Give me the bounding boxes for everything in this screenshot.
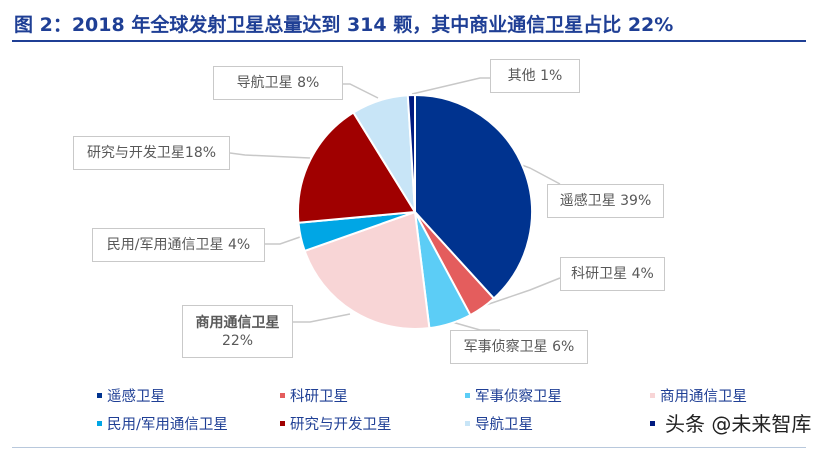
legend-item: 军事侦察卫星 <box>465 388 562 406</box>
pie-slice <box>303 211 431 330</box>
slice-label-text: 研究与开发卫星18% <box>86 145 217 161</box>
legend-label: 军事侦察卫星 <box>475 389 562 405</box>
legend-label: 科研卫星 <box>290 389 348 405</box>
slice-label-civil: 民用/军用通信卫星 4% <box>92 228 265 262</box>
slice-label-text: 其他 1% <box>507 68 563 84</box>
legend-item: 研究与开发卫星 <box>280 416 392 434</box>
leader-line <box>229 152 311 159</box>
legend-swatch-icon <box>97 420 102 426</box>
chart-title: 图 2：2018 年全球发射卫星总量达到 314 颗，其中商业通信卫星占比 22… <box>14 14 674 36</box>
legend-item: 导航卫星 <box>465 416 533 434</box>
leader-line <box>482 277 561 307</box>
slice-label-text: 科研卫星 4% <box>571 266 654 282</box>
pie-slice <box>414 94 533 300</box>
leader-line <box>451 321 500 331</box>
slice-label-remote: 遥感卫星 39% <box>547 184 664 218</box>
legend-item: 商用通信卫星 <box>650 388 747 406</box>
pie-slice <box>297 111 416 224</box>
slice-label-text: 商用通信卫星 <box>195 314 280 331</box>
legend-item: 科研卫星 <box>280 388 348 406</box>
slice-label-military: 军事侦察卫星 6% <box>450 330 588 364</box>
leader-line <box>411 77 490 95</box>
slice-label-text: 军事侦察卫星 6% <box>463 339 575 355</box>
pie-slices <box>297 93 533 330</box>
legend-label: 商用通信卫星 <box>660 389 747 405</box>
title-underline <box>12 40 806 42</box>
legend-item: 民用/军用通信卫星 <box>97 416 228 434</box>
legend-swatch-icon <box>97 392 102 398</box>
slice-label-text: 民用/军用通信卫星 4% <box>106 237 251 253</box>
leader-line <box>293 313 351 323</box>
legend-swatch-icon <box>280 420 285 426</box>
legend-swatch-icon <box>280 392 285 398</box>
slice-label-other: 其他 1% <box>490 59 580 93</box>
legend-item: 遥感卫星 <box>97 388 165 406</box>
legend-swatch-icon <box>465 392 470 398</box>
slice-label-value: 22% <box>221 332 254 349</box>
slice-label-text: 遥感卫星 39% <box>559 193 652 209</box>
leader-line <box>343 83 379 99</box>
legend-label: 研究与开发卫星 <box>290 417 392 433</box>
legend-label: 遥感卫星 <box>107 389 165 405</box>
legend-swatch-icon <box>650 420 655 426</box>
pie-slice <box>406 93 416 213</box>
legend-label: 导航卫星 <box>475 417 533 433</box>
slice-label-commercial: 商用通信卫星 22% <box>182 305 293 358</box>
slice-label-rd: 研究与开发卫星18% <box>73 136 230 170</box>
slice-label-nav: 导航卫星 8% <box>213 66 343 100</box>
legend-swatch-icon <box>465 420 470 426</box>
legend-item <box>650 416 660 434</box>
slice-label-research: 科研卫星 4% <box>560 257 665 291</box>
bottom-divider <box>12 447 806 448</box>
leader-line <box>265 236 301 245</box>
watermark: 头条 @未来智库 <box>665 412 812 436</box>
legend-swatch-icon <box>650 392 655 398</box>
slice-label-text: 导航卫星 8% <box>236 75 320 91</box>
legend-label: 民用/军用通信卫星 <box>107 417 228 433</box>
